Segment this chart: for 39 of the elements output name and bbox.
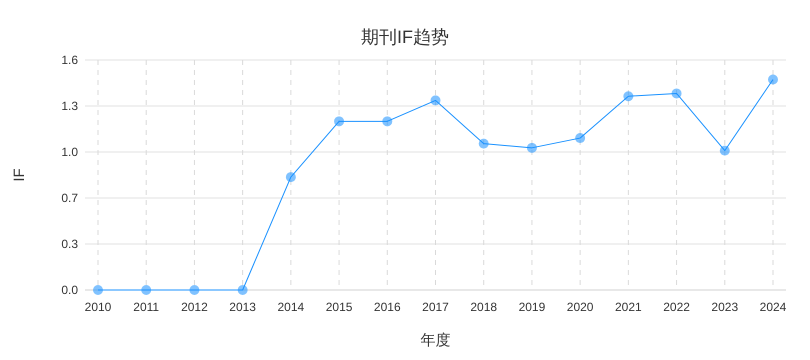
point	[478, 138, 489, 149]
x-tick-label: 2013	[229, 300, 256, 314]
x-tick-label: 2015	[326, 300, 353, 314]
x-tick-label: 2024	[760, 300, 787, 314]
x-tick-label: 2017	[422, 300, 450, 314]
point	[672, 88, 682, 98]
point	[238, 285, 248, 295]
x-tick-label: 2010	[84, 300, 112, 314]
x-axis-title: 年度	[420, 332, 450, 349]
x-tick-label: 2021	[615, 300, 642, 314]
x-tick-label: 2019	[518, 300, 546, 314]
y-tick-label: 0.0	[61, 283, 78, 297]
x-tick-label: 2014	[278, 300, 305, 314]
point	[430, 95, 440, 106]
x-tick-label: 2018	[470, 300, 498, 314]
y-tick-label: 1.0	[61, 145, 78, 159]
point	[526, 142, 537, 153]
y-axis-title: IF	[11, 168, 28, 182]
y-tick-label: 0.3	[61, 237, 78, 251]
point	[286, 172, 296, 182]
point	[720, 146, 730, 156]
x-tick-label: 2020	[566, 300, 594, 314]
point	[623, 91, 634, 102]
x-tick-label: 2016	[374, 300, 401, 314]
point	[141, 285, 152, 295]
point	[768, 74, 778, 85]
point	[189, 285, 200, 295]
point	[575, 133, 586, 144]
chart-title: 期刊IF趋势	[361, 27, 449, 47]
point	[93, 285, 103, 295]
x-tick-label: 2023	[711, 300, 738, 314]
x-tick-label: 2011	[133, 300, 160, 314]
y-tick-label: 0.7	[61, 191, 78, 205]
x-tick-label: 2012	[181, 300, 208, 314]
point	[334, 116, 344, 126]
y-tick-label: 1.6	[61, 53, 78, 67]
y-tick-label: 1.3	[61, 99, 78, 113]
point	[382, 116, 392, 126]
x-tick-label: 2022	[663, 300, 690, 314]
